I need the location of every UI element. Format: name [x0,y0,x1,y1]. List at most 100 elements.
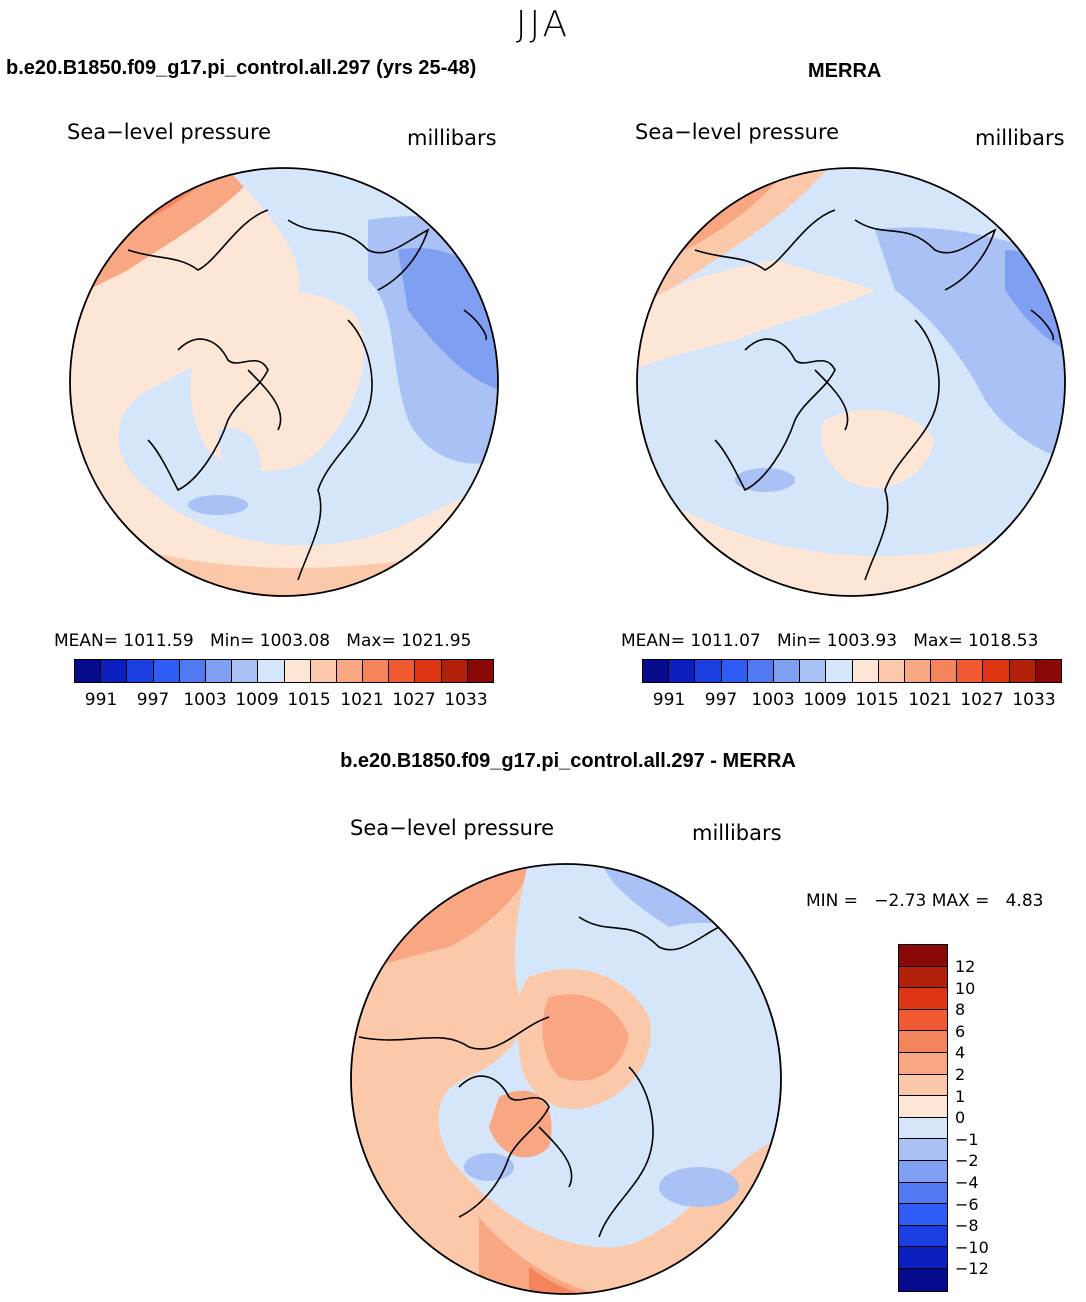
diff-tick: −2 [955,1151,979,1171]
diff-min-label: MIN = [806,891,859,911]
model-region-arctic-high [190,291,365,471]
obs-min-value: 1003.93 [826,631,898,651]
obs-tick: 1009 [803,690,847,710]
model-region-small-low [188,495,248,515]
model-colorbar-swatch [258,660,285,682]
obs-tick: 991 [652,690,686,710]
diff-region-low-sw [464,1153,514,1181]
model-tick: 1015 [287,690,331,710]
diff-colorbar-swatch [899,966,947,989]
model-tick: 1003 [183,690,227,710]
diff-tick: −6 [955,1194,979,1214]
obs-tick: 1015 [855,690,899,710]
diff-colorbar-swatch [899,1160,947,1183]
obs-colorbar-swatch [852,660,879,682]
diff-tick: 6 [955,1021,966,1041]
diff-colorbar-swatch [899,1052,947,1075]
diff-region-low-se [659,1167,739,1207]
model-min-label: Min= [209,631,255,651]
model-colorbar-swatch [153,660,180,682]
model-max-label: Max= [346,631,396,651]
diff-region-greenland-high [489,1090,552,1158]
obs-region-mid-band [637,260,875,370]
obs-units-label: millibars [975,126,1065,150]
model-colorbar [74,659,494,683]
model-colorbar-swatch [232,660,259,682]
diff-min-value: −2.73 [874,891,927,911]
model-map-border [69,167,499,597]
diff-tick: −12 [955,1259,989,1279]
diff-variable-label: Sea−level pressure [350,816,555,840]
diff-tick: 0 [955,1108,966,1128]
obs-colorbar-swatch [747,660,774,682]
model-tick: 991 [84,690,118,710]
diff-colorbar-swatch [899,1139,947,1161]
diff-colorbar-swatch [899,1247,947,1269]
diff-colorbar-swatch [899,1009,947,1032]
diff-region-center-high-core [542,994,629,1081]
obs-colorbar-swatch [669,660,696,682]
obs-variable-label: Sea−level pressure [635,120,840,144]
obs-tick: 997 [704,690,738,710]
model-colorbar-swatch [101,660,128,682]
diff-tick: −8 [955,1216,979,1236]
obs-colorbar-swatch [904,660,932,682]
diff-tick: 8 [955,1000,966,1020]
diff-tick: −4 [955,1173,979,1192]
obs-stats: MEAN= 1011.07 Min= 1003.93 Max= 1018.53 [621,631,1038,651]
obs-colorbar-swatch [773,660,801,682]
obs-colorbar-swatch [957,660,984,682]
obs-colorbar-swatch [695,660,722,682]
obs-colorbar-ticks: 991 997 1003 1009 1015 1021 1027 1033 [642,690,1060,712]
model-colorbar-swatch [441,660,468,682]
obs-max-label: Max= [913,631,963,651]
diff-tick: 2 [955,1065,966,1084]
obs-colorbar-swatch [931,660,958,682]
model-colorbar-swatch [336,660,364,682]
model-colorbar-swatch [310,660,337,682]
obs-colorbar-swatch [1009,660,1036,682]
model-tick: 1021 [340,690,384,710]
model-tick: 1033 [444,690,488,710]
diff-max-label: MAX = [931,891,990,911]
diff-tick: 1 [955,1086,966,1106]
diff-panel-title: b.e20.B1850.f09_g17.pi_control.all.297 -… [340,750,796,772]
model-colorbar-swatch [467,660,493,682]
model-min-value: 1003.08 [259,631,331,651]
obs-polar-map [636,167,1066,597]
diff-colorbar-swatch [899,1225,947,1248]
diff-tick: −1 [955,1129,979,1149]
diff-colorbar-swatch [899,1204,947,1226]
obs-map-border [636,167,1066,597]
obs-colorbar-swatch [826,660,853,682]
model-tick: 1027 [392,690,436,710]
model-units-label: millibars [407,126,497,150]
diff-colorbar [898,944,948,1292]
obs-max-value: 1018.53 [968,631,1039,651]
diff-colorbar-swatch [899,1096,947,1118]
model-mean-value: 1011.59 [123,631,194,651]
model-variable-label: Sea−level pressure [67,120,272,144]
diff-colorbar-swatch [899,1031,947,1053]
season-title: JJA [515,4,571,45]
model-colorbar-swatch [363,660,390,682]
model-region-greenland-low [218,428,261,483]
diff-tick: 4 [955,1043,966,1063]
diff-tick: 10 [955,978,976,998]
model-colorbar-swatch [205,660,233,682]
obs-colorbar-swatch [800,660,827,682]
diff-tick: 12 [955,957,976,976]
obs-min-label: Min= [776,631,822,651]
model-colorbar-swatch [75,660,102,682]
model-colorbar-swatch [284,660,311,682]
model-polar-map [69,167,499,597]
obs-panel-title: MERRA [808,60,882,82]
obs-tick: 1027 [960,690,1004,710]
obs-colorbar-swatch [721,660,748,682]
obs-colorbar-swatch [983,660,1010,682]
model-colorbar-swatch [415,660,442,682]
obs-colorbar-swatch [1035,660,1061,682]
model-tick: 997 [136,690,170,710]
diff-colorbar-swatch [899,1182,947,1205]
model-colorbar-swatch [127,660,154,682]
